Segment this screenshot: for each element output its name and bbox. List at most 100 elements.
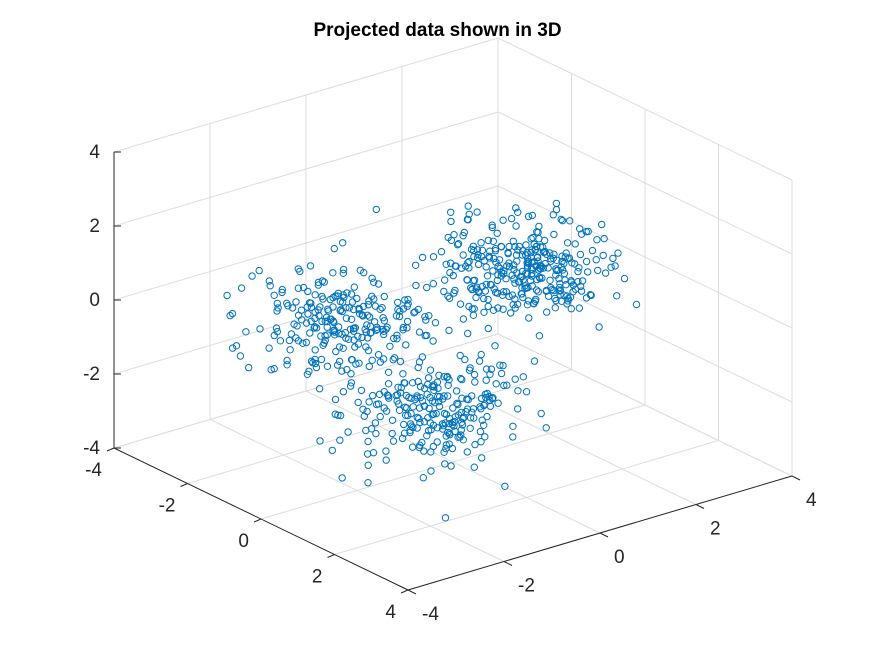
data-point [357, 386, 366, 395]
grid-line [497, 333, 793, 477]
data-point [458, 421, 467, 429]
data-point [304, 287, 312, 296]
data-point [476, 427, 485, 436]
data-point [306, 329, 314, 337]
data-point [228, 309, 237, 318]
data-point [452, 387, 461, 395]
data-point [457, 426, 465, 434]
data-point [488, 221, 496, 229]
data-point [370, 278, 378, 286]
data-point [299, 283, 308, 292]
y-tick-label: -4 [422, 604, 439, 625]
data-point [276, 337, 285, 345]
data-point [448, 444, 457, 453]
data-point [569, 281, 577, 289]
data-point [592, 256, 600, 264]
data-point [346, 325, 355, 333]
data-point [306, 299, 314, 307]
data-point [459, 315, 468, 323]
data-point [311, 346, 319, 354]
data-point [459, 436, 467, 444]
data-point [354, 332, 362, 340]
data-point [336, 307, 344, 315]
data-point [286, 346, 294, 354]
data-point [318, 277, 327, 285]
data-point [309, 359, 317, 367]
data-point [478, 246, 487, 255]
data-point [547, 255, 555, 263]
data-point [363, 321, 371, 329]
z-tick-label: -4 [83, 438, 100, 459]
data-point [380, 404, 388, 412]
data-point [402, 391, 411, 400]
data-point [395, 406, 404, 414]
data-point [294, 337, 303, 345]
data-point [318, 317, 326, 326]
data-point [379, 355, 388, 363]
data-point [403, 317, 412, 326]
data-point [495, 256, 504, 264]
data-point [477, 350, 485, 359]
data-point [457, 264, 466, 272]
data-point [368, 356, 376, 364]
data-point [365, 398, 373, 406]
data-point [380, 317, 389, 325]
y-tick-label: 4 [806, 490, 817, 511]
data-point [365, 313, 374, 321]
data-point [509, 237, 517, 246]
data-point [458, 394, 466, 402]
data-point [552, 265, 560, 273]
data-point [363, 407, 371, 416]
data-point [611, 262, 619, 270]
data-point [449, 404, 457, 412]
data-point [441, 514, 450, 522]
data-point [236, 352, 245, 360]
data-point [518, 290, 526, 298]
data-point [464, 329, 472, 338]
data-point [598, 220, 606, 229]
data-point [475, 357, 484, 365]
data-point [575, 304, 584, 312]
data-point [437, 248, 446, 256]
data-point [404, 295, 412, 304]
data-point [283, 356, 291, 365]
data-point [474, 260, 483, 269]
data-point [582, 294, 591, 302]
data-point [350, 324, 358, 332]
data-point [302, 338, 310, 347]
y-tick-label: 2 [710, 519, 721, 540]
data-point [430, 386, 438, 394]
data-point [278, 288, 286, 297]
data-point [376, 412, 384, 421]
data-point [380, 292, 388, 301]
data-point [400, 420, 408, 429]
data-point [471, 440, 479, 449]
data-point [415, 328, 424, 336]
data-point [273, 327, 281, 336]
data-point [556, 280, 564, 288]
data-point [534, 288, 542, 296]
data-point [399, 326, 407, 334]
data-point [538, 274, 546, 282]
data-point [334, 323, 343, 331]
data-point [435, 398, 443, 406]
data-point [511, 375, 519, 383]
data-point [374, 351, 383, 359]
data-point [454, 400, 462, 409]
data-point [400, 429, 409, 437]
data-point [508, 271, 516, 279]
data-point [402, 341, 410, 349]
data-point [320, 278, 328, 286]
data-point [369, 391, 377, 400]
data-point [423, 283, 431, 292]
data-point [393, 331, 401, 339]
data-point [306, 262, 315, 270]
data-point [223, 291, 231, 300]
data-point [232, 342, 241, 350]
data-point [320, 339, 328, 347]
data-point [445, 419, 454, 428]
data-point [273, 307, 281, 315]
data-point [266, 282, 274, 290]
data-point [408, 379, 417, 387]
